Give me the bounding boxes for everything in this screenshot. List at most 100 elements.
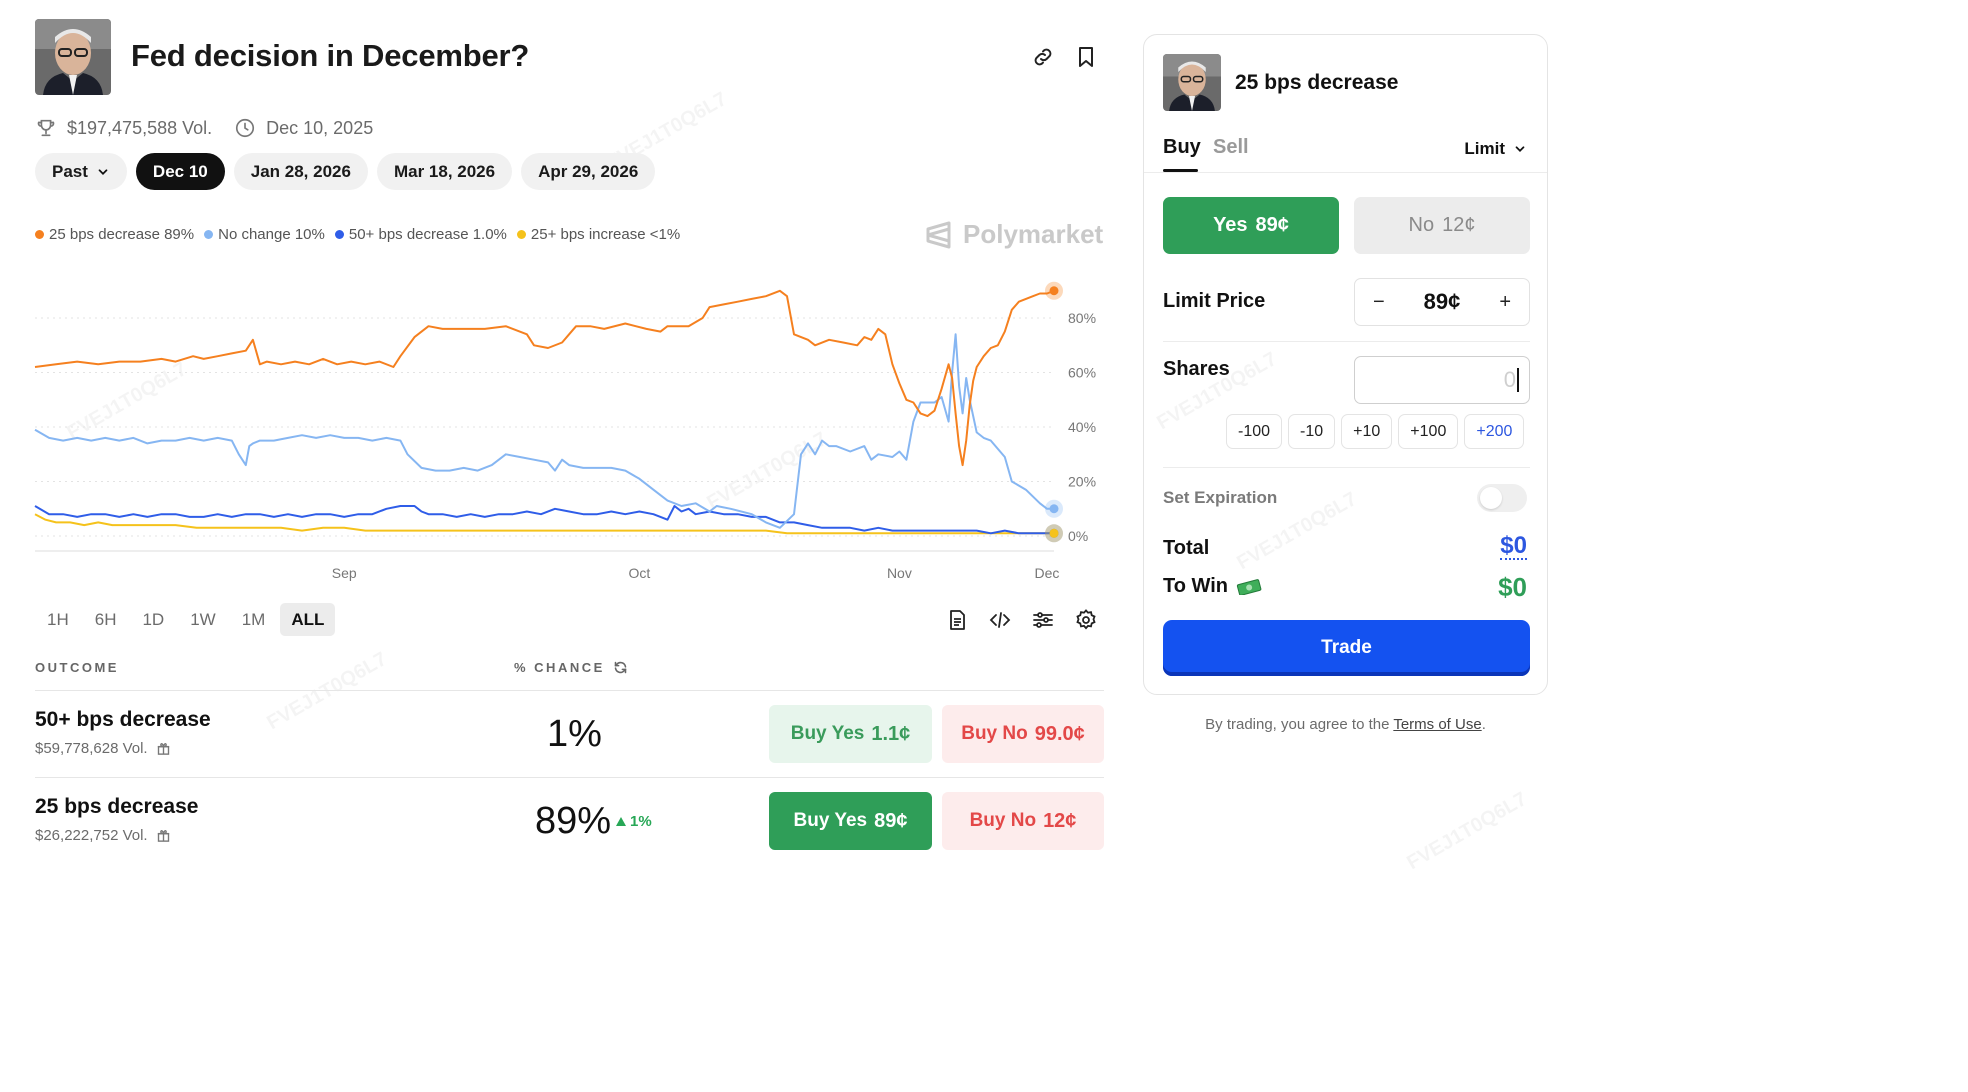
outcome-volume: $26,222,752 Vol. xyxy=(35,827,171,844)
date-tab-mar-18[interactable]: Mar 18, 2026 xyxy=(376,153,513,190)
to-win-label: To Win xyxy=(1163,575,1228,597)
range-tab-6h[interactable]: 6H xyxy=(94,609,117,629)
total-label: Total xyxy=(1163,537,1210,559)
buy-no-label: Buy No xyxy=(969,810,1037,831)
endpoint-marker xyxy=(1049,504,1059,514)
watermark: FVEJ1T0Q6L7 xyxy=(1403,788,1531,875)
outcome-no-button[interactable]: No 12¢ xyxy=(1354,197,1530,254)
legend-label: No change 10% xyxy=(218,226,325,243)
price-chart[interactable]: 0% 20% 40% 60% 80% Sep Oct Nov Dec xyxy=(0,270,1110,590)
gift-icon xyxy=(157,743,169,755)
polymarket-wordmark: Polymarket xyxy=(963,219,1104,249)
chip-plus-10[interactable]: +10 xyxy=(1341,414,1393,449)
outcome-header: OUTCOME xyxy=(35,660,119,675)
market-volume: $197,475,588 Vol. xyxy=(67,117,213,138)
limit-price-label: Limit Price xyxy=(1163,290,1266,312)
order-type-label: Limit xyxy=(1464,139,1505,158)
y-tick-label: 60% xyxy=(1068,365,1096,381)
market-meta: $197,475,588 Vol. Dec 10, 2025 xyxy=(35,116,373,140)
buy-no-price: 99.0¢ xyxy=(1034,722,1085,745)
chance-delta-text: 1% xyxy=(630,813,652,830)
sliders-icon[interactable] xyxy=(1031,608,1055,632)
chip-plus-200[interactable]: +200 xyxy=(1464,414,1525,449)
series-line-25-bps-increase[interactable] xyxy=(34,513,1054,535)
chip-minus-100[interactable]: -100 xyxy=(1226,414,1283,449)
order-type-dropdown[interactable]: Limit xyxy=(1464,139,1527,159)
to-win-value: $0 xyxy=(1498,572,1527,602)
shares-label: Shares xyxy=(1163,358,1230,380)
series-line-25-bps-decrease[interactable] xyxy=(34,289,1055,467)
chevron-down-icon xyxy=(98,168,108,175)
tab-sell[interactable]: Sell xyxy=(1213,136,1249,158)
x-tick-label: Nov xyxy=(887,565,912,581)
buy-yes-price: 89¢ xyxy=(874,809,908,832)
trade-panel: 25 bps decrease Buy Sell Limit Yes 89¢ No… xyxy=(1143,34,1548,695)
market-image xyxy=(35,19,111,95)
code-icon[interactable] xyxy=(988,608,1012,632)
active-tab-indicator xyxy=(1163,169,1198,172)
buy-no-button[interactable]: Buy No 12¢ xyxy=(942,792,1104,850)
endpoint-marker xyxy=(1049,528,1059,538)
polymarket-watermark: Polymarket xyxy=(925,219,1103,250)
outcome-volume-text: $59,778,628 Vol. xyxy=(35,740,148,757)
terms-prefix: By trading, you agree to the xyxy=(1205,716,1394,733)
legend-label: 25+ bps increase <1% xyxy=(530,226,681,243)
series-line-50-bps-decrease[interactable] xyxy=(34,505,1054,535)
terms-notice: By trading, you agree to the Terms of Us… xyxy=(1143,716,1548,733)
legend-dot xyxy=(516,230,526,239)
date-tab-past[interactable]: Past xyxy=(35,153,127,190)
table-divider xyxy=(35,690,1104,691)
triangle-up-icon xyxy=(616,817,626,826)
range-tab-all[interactable]: ALL xyxy=(280,603,336,636)
range-tab-1m[interactable]: 1M xyxy=(241,609,266,629)
expiration-toggle[interactable] xyxy=(1477,484,1527,512)
buy-yes-label: Buy Yes xyxy=(793,810,868,831)
legend-item: 25+ bps increase <1% xyxy=(516,226,681,243)
refresh-icon[interactable] xyxy=(613,660,628,675)
table-divider xyxy=(35,777,1104,778)
buy-no-label: Buy No xyxy=(961,723,1028,744)
increment-button[interactable]: + xyxy=(1499,290,1511,313)
watermark: FVEJ1T0Q6L7 xyxy=(263,648,391,735)
x-tick-label: Oct xyxy=(628,565,650,581)
limit-price-stepper: − 89¢ + xyxy=(1354,278,1530,326)
gear-icon[interactable] xyxy=(1074,608,1098,632)
decrement-button[interactable]: − xyxy=(1373,290,1385,313)
tab-buy[interactable]: Buy xyxy=(1163,136,1201,158)
terms-of-use-link[interactable]: Terms of Use xyxy=(1393,716,1482,733)
legend-label: 25 bps decrease 89% xyxy=(49,226,195,243)
time-range-tabs: 1H 6H 1D 1W 1M ALL xyxy=(36,603,336,636)
range-tab-1w[interactable]: 1W xyxy=(190,609,216,629)
shares-input[interactable]: 0 xyxy=(1354,356,1530,404)
yes-label: Yes xyxy=(1213,214,1248,236)
series-line-no-change[interactable] xyxy=(34,333,1054,529)
total-value[interactable]: $0 xyxy=(1500,532,1527,560)
legend-item: 25 bps decrease 89% xyxy=(35,226,194,243)
limit-price-value[interactable]: 89¢ xyxy=(1423,289,1461,314)
share-chips: -100 -10 +10 +100 +200 xyxy=(1226,414,1525,449)
chip-plus-100[interactable]: +100 xyxy=(1398,414,1459,449)
chip-minus-10[interactable]: -10 xyxy=(1288,414,1336,449)
outcome-volume: $59,778,628 Vol. xyxy=(35,740,171,757)
trade-button[interactable]: Trade xyxy=(1163,620,1530,676)
date-tab-jan-28[interactable]: Jan 28, 2026 xyxy=(233,153,368,190)
date-tab-dec-10[interactable]: Dec 10 xyxy=(135,153,225,190)
range-tab-1h[interactable]: 1H xyxy=(47,609,69,629)
legend-item: No change 10% xyxy=(204,226,325,243)
outcome-chance: 1% xyxy=(547,713,602,755)
chart-legend: 25 bps decrease 89% No change 10% 50+ bp… xyxy=(35,226,680,243)
outcome-yes-button[interactable]: Yes 89¢ xyxy=(1163,197,1339,254)
bookmark-icon[interactable] xyxy=(1074,45,1098,69)
yes-price: 89¢ xyxy=(1255,214,1289,236)
y-tick-label: 0% xyxy=(1068,528,1088,544)
buy-no-button[interactable]: Buy No 99.0¢ xyxy=(942,705,1104,763)
buy-yes-button[interactable]: Buy Yes 89¢ xyxy=(769,792,932,850)
buy-yes-button[interactable]: Buy Yes 1.1¢ xyxy=(769,705,932,763)
date-tab-apr-29[interactable]: Apr 29, 2026 xyxy=(521,153,656,190)
to-win-row: To Win xyxy=(1163,575,1262,598)
range-tab-1d[interactable]: 1D xyxy=(142,609,165,629)
chance-delta: 1% xyxy=(616,813,652,830)
link-icon[interactable] xyxy=(1031,45,1055,69)
y-tick-label: 80% xyxy=(1068,310,1096,326)
document-icon[interactable] xyxy=(945,608,969,632)
